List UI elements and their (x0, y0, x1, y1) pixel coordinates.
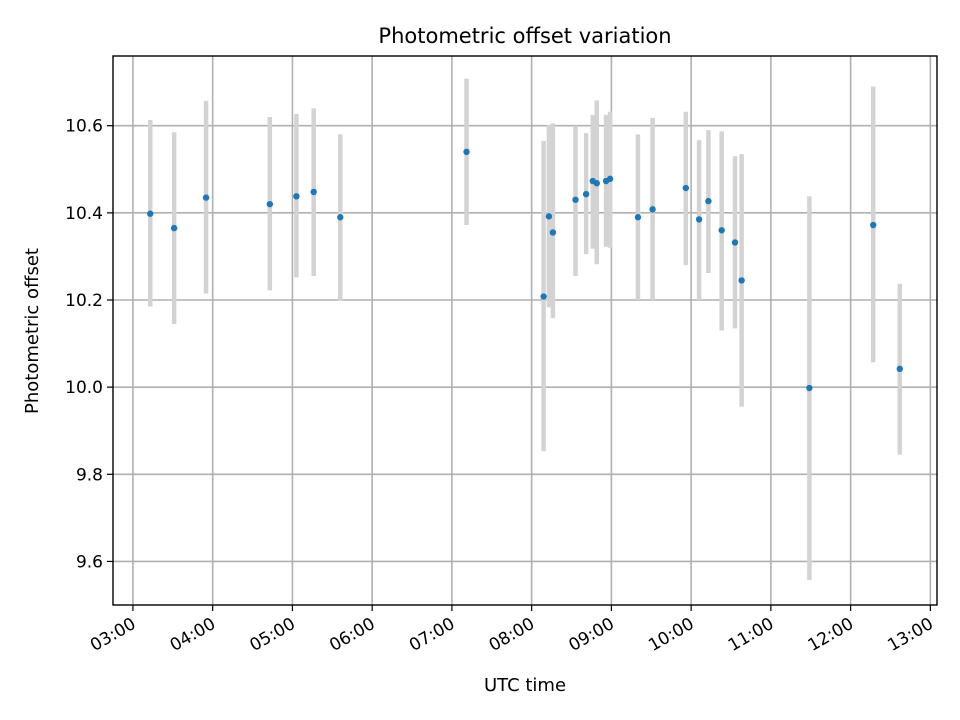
data-point (540, 293, 547, 300)
x-axis-title: UTC time (484, 675, 566, 696)
y-tick-label: 10.6 (65, 117, 103, 137)
data-point (695, 216, 703, 223)
data-point (310, 188, 317, 196)
data-point (718, 227, 725, 234)
data-point (572, 196, 579, 203)
data-point (337, 214, 344, 221)
data-points (147, 148, 903, 392)
x-tick-label: 05:00 (246, 614, 298, 656)
data-point (731, 239, 739, 246)
x-tick-label: 04:00 (167, 614, 219, 656)
y-tick-label: 9.8 (76, 465, 103, 485)
data-point (463, 148, 470, 156)
x-tick-label: 10:00 (645, 614, 697, 656)
axis-ticks: 03:00 04:00 05:00 06:00 07:00 08:00 09:00 10:00… (65, 117, 937, 656)
data-point (806, 384, 813, 392)
x-tick-label: 13:00 (884, 614, 936, 656)
data-point (293, 193, 300, 200)
data-point (545, 213, 553, 220)
data-point (170, 224, 178, 232)
x-tick-label: 08:00 (486, 614, 538, 656)
x-tick-label: 09:00 (565, 614, 617, 656)
chart-title: Photometric offset variation (378, 24, 671, 48)
data-point (202, 194, 210, 201)
y-tick-label: 10.0 (65, 378, 103, 398)
data-point (266, 200, 274, 208)
error-bars (147, 78, 903, 581)
data-point (870, 221, 877, 229)
y-axis-title: Photometric offset (22, 248, 43, 414)
data-point (606, 175, 614, 183)
y-tick-label: 9.6 (76, 552, 103, 572)
x-tick-label: 06:00 (326, 614, 378, 656)
plot-frame (112, 55, 938, 606)
data-point (147, 210, 154, 217)
x-tick-label: 03:00 (87, 614, 139, 656)
grid-lines (113, 56, 937, 605)
data-point (582, 190, 590, 198)
data-point (896, 365, 903, 373)
data-point (682, 184, 690, 192)
data-point (649, 206, 656, 213)
data-point (593, 180, 600, 187)
x-tick-label: 07:00 (406, 614, 458, 656)
x-tick-label: 12:00 (805, 614, 857, 656)
data-point (705, 197, 712, 205)
x-tick-label: 11:00 (725, 614, 777, 656)
data-point (738, 277, 745, 284)
y-tick-label: 10.4 (65, 204, 103, 224)
data-point (549, 229, 557, 236)
y-tick-label: 10.2 (65, 291, 103, 311)
data-point (634, 214, 642, 221)
